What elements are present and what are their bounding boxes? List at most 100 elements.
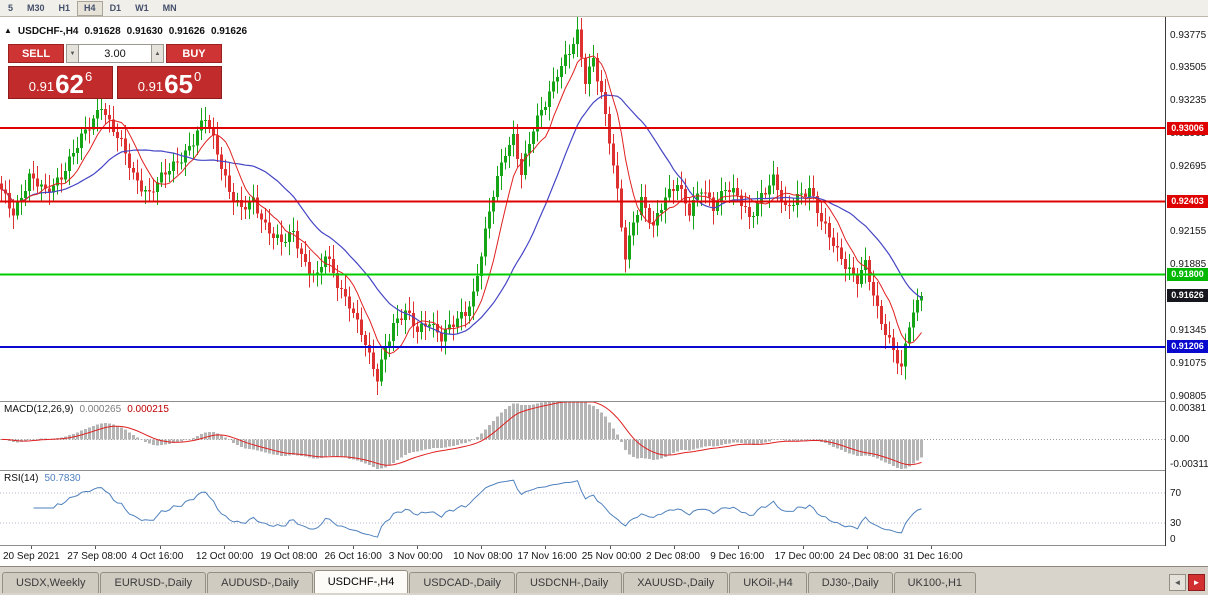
price-chart-pane[interactable]: ▲ USDCHF-,H4 0.91628 0.91630 0.91626 0.9… [0,17,1165,402]
timeframe-button-h4[interactable]: H4 [77,0,103,16]
tab-scroll-controls: ◄ ► [1169,574,1205,591]
ohlc-high: 0.91630 [126,26,163,37]
price-scale: 0.937750.935050.932350.929650.926950.924… [1165,17,1208,546]
macd-label: MACD(12,26,9) [4,404,74,415]
chart-ohlc-title: ▲ USDCHF-,H4 0.91628 0.91630 0.91626 0.9… [4,26,247,37]
price-tick-label: 0.90805 [1170,390,1207,402]
macd-axis-label: 0.00381 [1170,403,1207,414]
chart-tab-uk100[interactable]: UK100-,H1 [893,572,977,593]
sell-price-sup: 6 [85,69,93,84]
price-level-badge: 0.91626 [1167,289,1208,303]
timeframe-button-d1[interactable]: D1 [103,1,129,16]
time-axis-label: 19 Oct 08:00 [260,551,318,562]
rsi-axis-label: 70 [1170,488,1182,500]
chart-tab-xauusd[interactable]: XAUUSD-,Daily [623,572,729,593]
macd-axis-label: -0.00311 [1170,459,1208,470]
time-axis-label: 24 Dec 08:00 [838,551,899,562]
time-axis-label: 25 Nov 00:00 [581,551,642,562]
timeframe-button-mn[interactable]: MN [156,1,184,16]
lot-size-input[interactable] [79,44,151,63]
rsi-indicator-pane[interactable]: RSI(14) 50.7830 [0,471,1165,546]
chart-tab-bar: USDX,Weekly EURUSD-,Daily AUDUSD-,Daily USD… [0,566,1208,595]
time-axis-tick [481,546,483,549]
lot-size-stepper: ▼ ▲ [66,44,164,63]
chart-tab-dj30[interactable]: DJ30-,Daily [807,572,893,593]
time-axis: 20 Sep 2021 27 Sep 08:00 4 Oct 16:00 12 Oct… [0,546,1165,566]
time-axis-label: 17 Dec 00:00 [774,551,835,562]
tab-scroll-left-button[interactable]: ◄ [1169,574,1186,591]
chart-tab-audusd[interactable]: AUDUSD-,Daily [207,572,313,593]
time-axis-label: 4 Oct 16:00 [131,551,184,562]
time-axis-label: 26 Oct 16:00 [324,551,382,562]
ohlc-low: 0.91626 [168,26,205,37]
price-tick-label: 0.93505 [1170,62,1207,74]
time-axis-tick [738,546,740,549]
sell-price-big: 62 [55,69,84,99]
buy-price-sup: 0 [194,69,202,84]
timeframe-button-h1[interactable]: H1 [52,1,78,16]
rsi-axis-label: 30 [1170,517,1182,529]
time-axis-tick [802,546,804,549]
price-tick-label: 0.91885 [1170,259,1207,271]
time-axis-tick [159,546,161,549]
time-axis-label: 31 Dec 16:00 [903,551,963,562]
chart-marker-icon: ▲ [4,26,12,35]
macd-title: MACD(12,26,9) 0.000265 0.000215 [4,404,169,415]
rsi-value: 50.7830 [44,473,81,484]
timeframe-button-5[interactable]: 5 [1,1,20,16]
buy-price-big: 65 [164,69,193,99]
price-tick-label: 0.91345 [1170,324,1207,336]
chart-tab-eurusd[interactable]: EURUSD-,Daily [100,572,207,593]
time-axis-tick [931,546,933,549]
macd-value-main: 0.000265 [79,404,122,415]
chart-tab-usdchf[interactable]: USDCHF-,H4 [313,570,409,593]
sell-price-display[interactable]: 0.91 62 6 [8,66,113,99]
time-axis-tick [352,546,354,549]
price-level-badge: 0.91800 [1167,268,1208,282]
chart-tab-usdcad[interactable]: USDCAD-,Daily [409,572,515,593]
price-tick-label: 0.92155 [1170,226,1207,238]
chart-symbol-label: USDCHF-,H4 [17,26,79,37]
macd-indicator-pane[interactable]: MACD(12,26,9) 0.000265 0.000215 [0,402,1165,471]
ohlc-close: 0.91626 [210,26,248,37]
tab-scroll-right-button[interactable]: ► [1188,574,1205,591]
buy-button[interactable]: BUY [166,44,222,63]
price-tick-label: 0.93775 [1170,29,1207,41]
timeframe-button-w1[interactable]: W1 [128,1,156,16]
macd-chart[interactable] [0,402,1165,470]
time-axis-tick [609,546,611,549]
sell-price-prefix: 0.91 [28,79,55,94]
price-tick-label: 0.93235 [1170,95,1207,107]
rsi-title: RSI(14) 50.7830 [4,473,81,484]
time-axis-label: 9 Dec 16:00 [710,551,765,562]
chart-tabs: USDX,Weekly EURUSD-,Daily AUDUSD-,Daily USD… [2,570,1165,593]
chart-tab-ukoil[interactable]: UKOil-,H4 [729,572,807,593]
time-axis-label: 20 Sep 2021 [3,551,60,562]
macd-axis-label: 0.00 [1170,434,1190,446]
chart-tab-usdcnh[interactable]: USDCNH-,Daily [515,572,623,593]
time-axis-tick [545,546,547,549]
time-axis-tick [223,546,225,549]
rsi-label: RSI(14) [4,473,39,484]
timeframe-button-m30[interactable]: M30 [20,1,52,16]
rsi-axis-label: 0 [1170,534,1176,545]
buy-price-prefix: 0.91 [137,79,164,94]
price-level-badge: 0.93006 [1167,121,1208,135]
rsi-chart[interactable] [0,471,1165,545]
buy-price-display[interactable]: 0.91 65 0 [117,66,222,99]
lot-increase-button[interactable]: ▲ [151,44,164,63]
macd-value-signal: 0.000215 [127,404,169,415]
lot-decrease-button[interactable]: ▼ [66,44,79,63]
chart-tab-usdx[interactable]: USDX,Weekly [2,572,100,593]
time-axis-tick [31,546,32,549]
time-axis-label: 12 Oct 00:00 [195,551,254,562]
time-axis-tick [288,546,290,549]
time-axis-tick [866,546,868,549]
sell-button[interactable]: SELL [8,44,64,63]
time-axis-label: 2 Dec 08:00 [646,551,700,562]
time-axis-label: 27 Sep 08:00 [67,551,127,562]
time-axis-label: 3 Nov 00:00 [388,551,443,562]
candlestick-chart[interactable] [0,17,1165,401]
